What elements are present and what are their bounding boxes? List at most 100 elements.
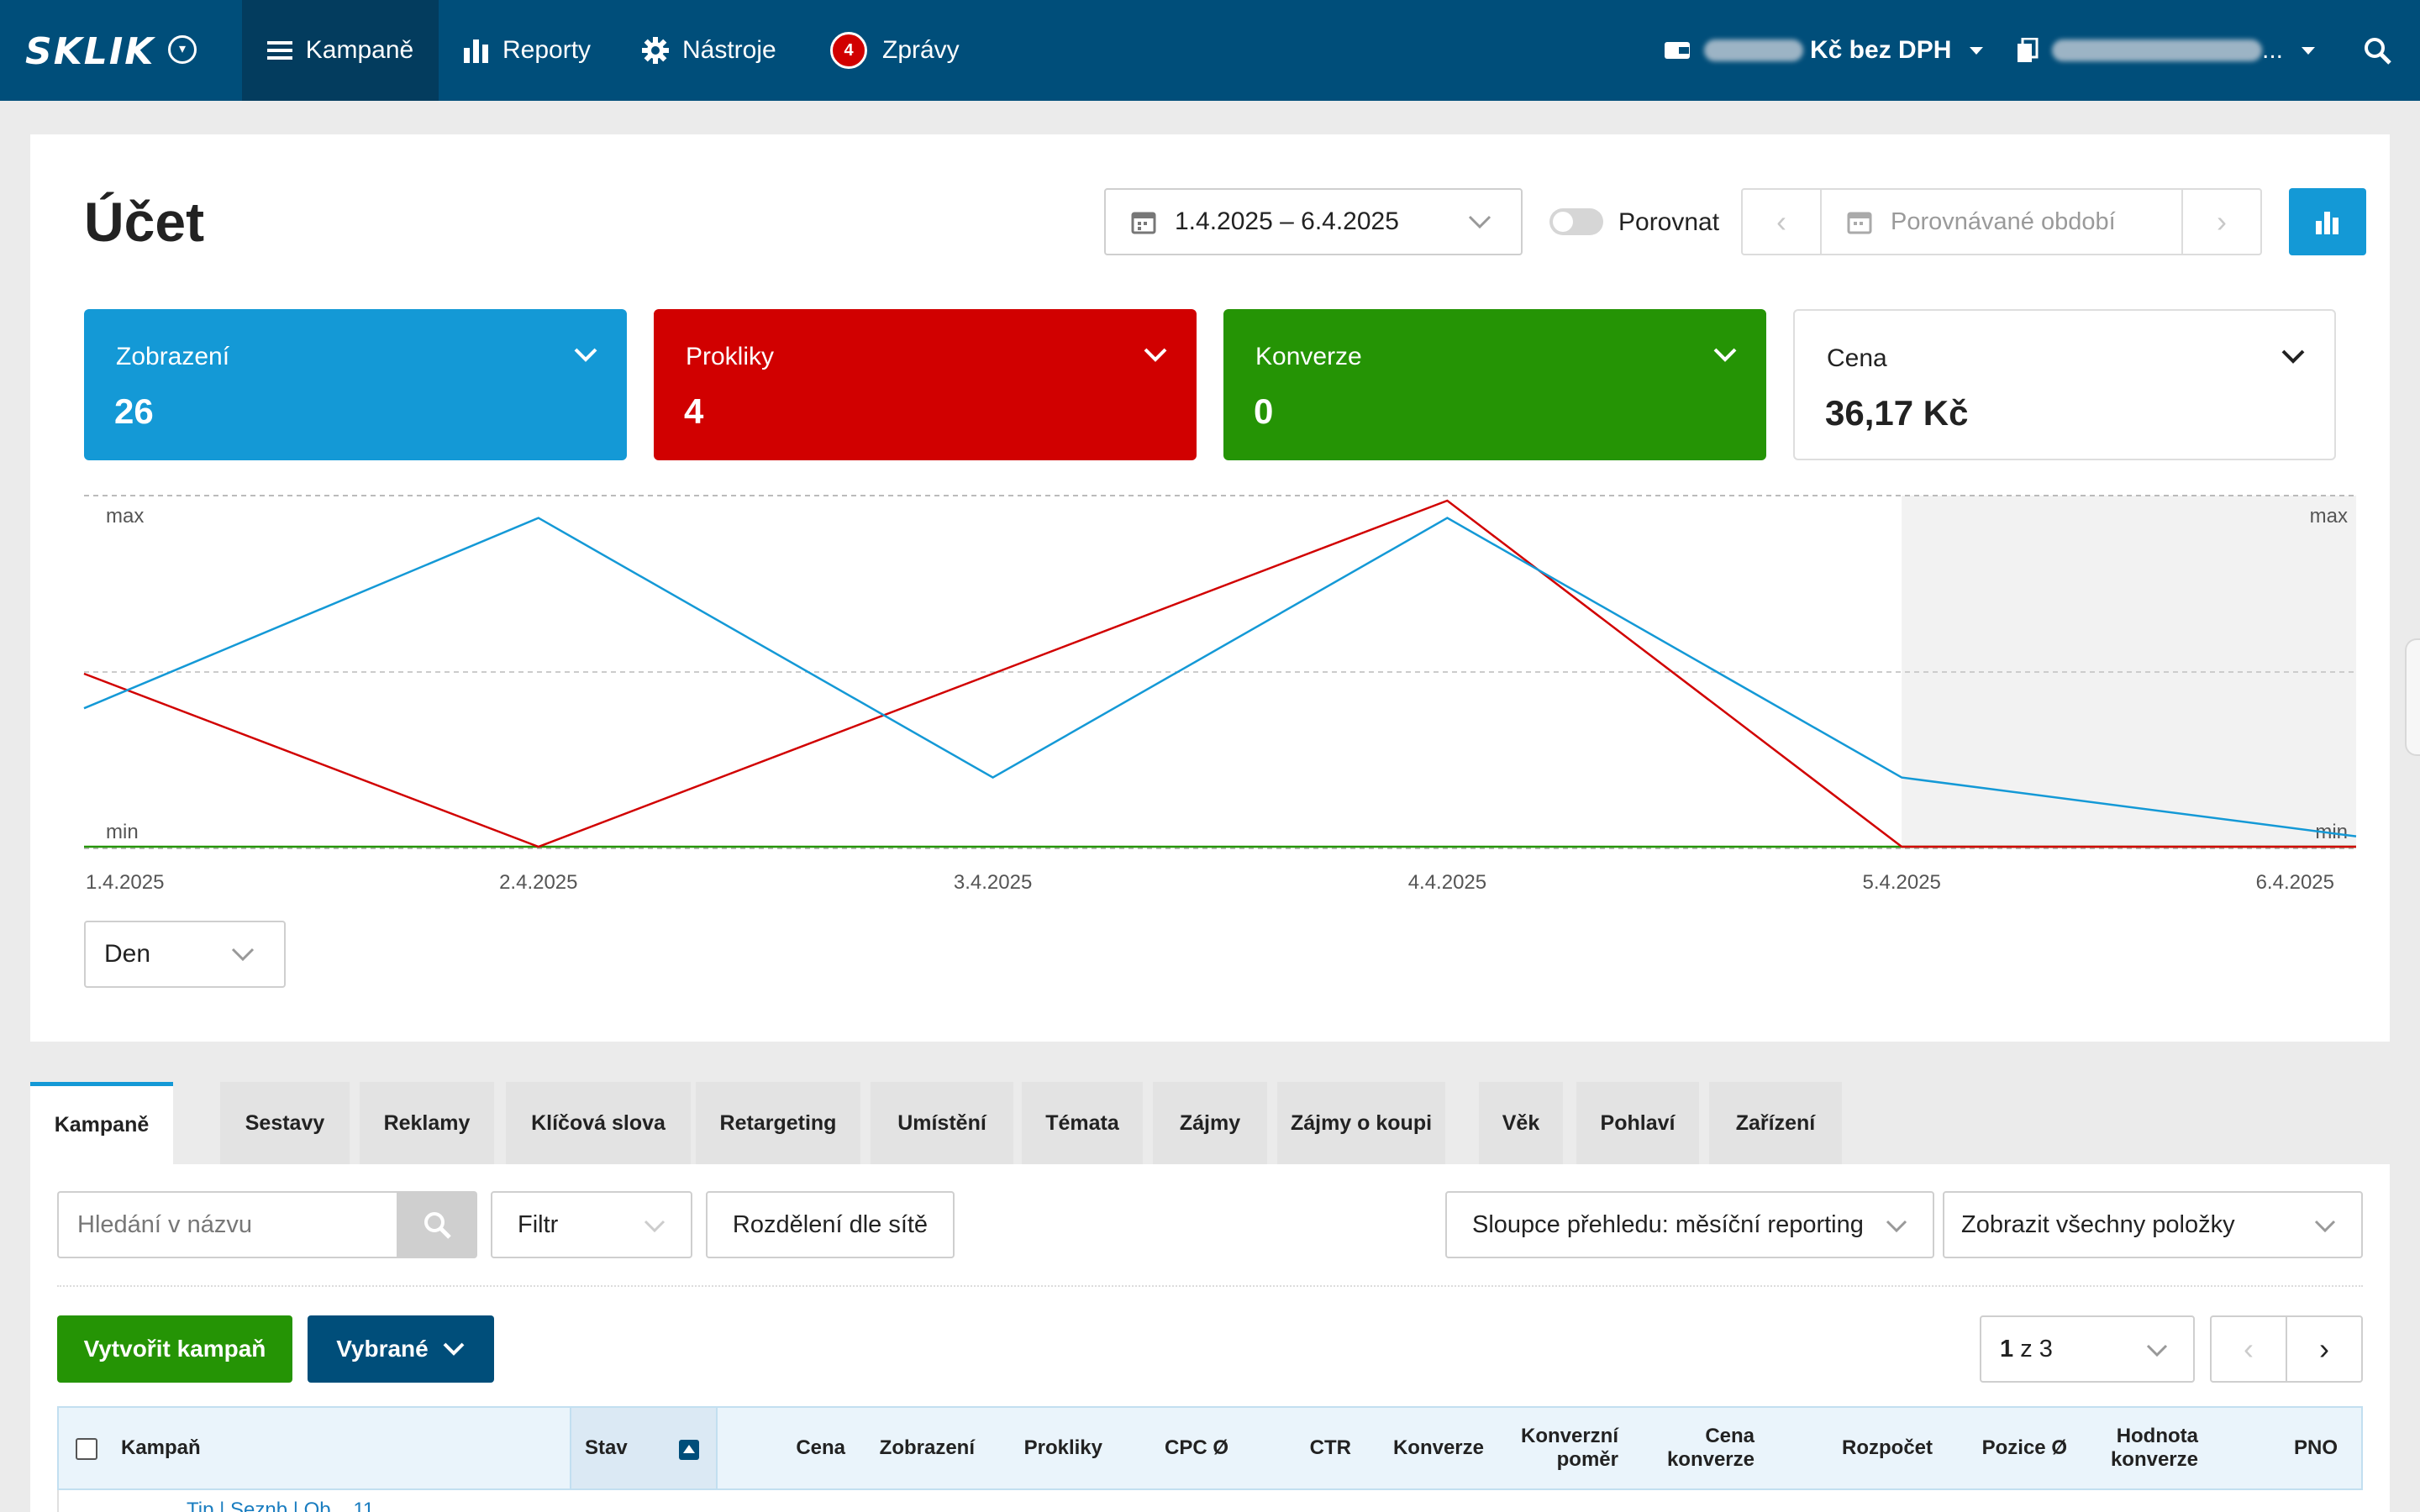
col-zobrazeni[interactable]: Zobrazení	[879, 1436, 975, 1459]
campaigns-panel: Hledání v názvu Filtr Rozdělení dle sítě…	[30, 1164, 2390, 1512]
metric-card-zobrazeni[interactable]: Zobrazení 26	[84, 309, 627, 460]
tab-zarizeni[interactable]: Zařízení	[1709, 1082, 1842, 1164]
nav-reporty[interactable]: Reporty	[464, 0, 591, 101]
credit-balance[interactable]: Kč bez DPH	[1664, 0, 1984, 101]
hamburger-icon	[266, 39, 292, 61]
col-pozice[interactable]: Pozice Ø	[1981, 1436, 2067, 1459]
wallet-icon	[1664, 39, 1691, 61]
chart-toggle-button[interactable]	[2289, 188, 2366, 255]
calendar-icon	[1131, 212, 1156, 234]
messages-count-badge: 4	[830, 32, 867, 69]
col-ctr[interactable]: CTR	[1309, 1436, 1351, 1459]
metric-card-prokliky[interactable]: Prokliky 4	[654, 309, 1197, 460]
compare-period-placeholder: Porovnávané období	[1891, 207, 2116, 235]
granularity-value: Den	[104, 940, 151, 968]
nav-zpravy[interactable]: 4 Zprávy	[830, 0, 960, 101]
compare-toggle[interactable]	[1549, 208, 1603, 235]
selected-actions-button[interactable]: Vybrané	[308, 1315, 494, 1383]
metric-value: 26	[114, 391, 154, 431]
col-cena[interactable]: Cena	[796, 1436, 845, 1459]
next-page-button[interactable]: ›	[2287, 1317, 2361, 1381]
chevron-right-icon: ›	[2319, 1331, 2329, 1366]
col-pno[interactable]: PNO	[2294, 1436, 2338, 1459]
page-select[interactable]: 1 z 3	[1980, 1315, 2195, 1383]
chevron-left-icon: ‹	[1776, 204, 1786, 239]
tab-reklamy[interactable]: Reklamy	[360, 1082, 494, 1164]
tab-temata[interactable]: Témata	[1022, 1082, 1143, 1164]
y-max-label-left: max	[106, 505, 144, 528]
search-button[interactable]	[2363, 0, 2391, 101]
col-rozpocet[interactable]: Rozpočet	[1842, 1436, 1933, 1459]
tab-zajmy-o-koupi[interactable]: Zájmy o koupi	[1277, 1082, 1445, 1164]
compare-period-field[interactable]: Porovnávané období	[1820, 190, 2183, 254]
chevron-down-icon	[1713, 348, 1737, 362]
tab-kampane[interactable]: Kampaně	[30, 1082, 173, 1164]
tab-sestavy[interactable]: Sestavy	[220, 1082, 350, 1164]
chevron-down-icon	[1886, 1220, 1907, 1233]
nav-nastroje[interactable]: Nástroje	[642, 0, 776, 101]
granularity-select[interactable]: Den	[84, 921, 286, 988]
nav-kampane-label: Kampaně	[305, 36, 414, 64]
copy-icon	[2017, 38, 2039, 63]
tab-klicova-slova[interactable]: Klíčová slova	[506, 1082, 691, 1164]
col-cpc[interactable]: CPC Ø	[1164, 1436, 1228, 1459]
chevron-down-icon	[1144, 348, 1167, 362]
toolbar-divider	[57, 1285, 2363, 1287]
prev-page-button[interactable]: ‹	[2212, 1317, 2287, 1381]
x-tick-label: 3.4.2025	[954, 871, 1032, 894]
nav-nastroje-label: Nástroje	[682, 36, 776, 64]
page-total: z 3	[2020, 1335, 2053, 1362]
metric-value: 0	[1254, 391, 1274, 431]
col-hodnota-konverze[interactable]: Hodnota konverze	[2110, 1425, 2198, 1471]
y-min-label-left: min	[106, 821, 139, 843]
col-prokliky[interactable]: Prokliky	[1023, 1436, 1102, 1459]
columns-preset-label: Sloupce přehledu: měsíční reporting	[1472, 1210, 1864, 1238]
account-switcher[interactable]: ...	[2017, 0, 2316, 101]
top-navbar: SKLIK ▾ Kampaně Reporty Nástroje 4 Zpráv…	[0, 0, 2420, 101]
prev-period-button[interactable]: ‹	[1743, 190, 1820, 254]
product-switch-icon[interactable]: ▾	[168, 35, 197, 64]
show-items-select[interactable]: Zobrazit všechny položky	[1943, 1191, 2363, 1258]
date-range-value: 1.4.2025 – 6.4.2025	[1175, 207, 1399, 235]
campaign-search-input[interactable]: Hledání v názvu	[57, 1191, 398, 1258]
select-all-checkbox[interactable]	[76, 1438, 97, 1460]
sort-asc-icon[interactable]	[679, 1440, 699, 1460]
chevron-down-icon	[231, 948, 255, 962]
page-title: Účet	[84, 191, 205, 253]
campaigns-table-header: Kampaň Stav Cena Zobrazení Prokliky CPC …	[57, 1406, 2363, 1490]
col-kampan[interactable]: Kampaň	[121, 1436, 201, 1459]
col-stav[interactable]: Stav	[585, 1436, 628, 1459]
x-tick-label: 2.4.2025	[499, 871, 577, 894]
credit-suffix: Kč bez DPH	[1810, 36, 1952, 64]
x-tick-label: 1.4.2025	[86, 871, 164, 894]
col-konverze[interactable]: Konverze	[1392, 1436, 1484, 1459]
tab-pohlavi[interactable]: Pohlaví	[1576, 1082, 1699, 1164]
tab-retargeting[interactable]: Retargeting	[696, 1082, 860, 1164]
filter-select[interactable]: Filtr	[491, 1191, 692, 1258]
x-tick-label: 5.4.2025	[1862, 871, 1940, 894]
tab-zajmy[interactable]: Zájmy	[1153, 1082, 1267, 1164]
chevron-down-icon	[443, 1342, 465, 1356]
chevron-down-icon	[2281, 349, 2305, 364]
sklik-logo[interactable]: SKLIK	[25, 30, 155, 73]
metric-card-cena[interactable]: Cena 36,17 Kč	[1793, 309, 2336, 460]
next-period-button[interactable]: ›	[2183, 190, 2260, 254]
nav-kampane[interactable]: Kampaně	[242, 0, 439, 101]
metric-card-konverze[interactable]: Konverze 0	[1223, 309, 1766, 460]
side-panel-handle[interactable]	[2405, 638, 2420, 756]
tab-umisteni[interactable]: Umístění	[871, 1082, 1013, 1164]
x-tick-label: 6.4.2025	[2256, 871, 2334, 894]
tab-vek[interactable]: Věk	[1479, 1082, 1563, 1164]
split-by-network-button[interactable]: Rozdělení dle sítě	[706, 1191, 955, 1258]
series-line-0	[83, 517, 2357, 837]
col-konverzni-pomer[interactable]: Konverzní poměr	[1520, 1425, 1618, 1471]
search-submit-button[interactable]	[397, 1191, 477, 1258]
account-overview-card: Účet 1.4.2025 – 6.4.2025 Porovnat ‹ Poro…	[30, 134, 2390, 1042]
date-range-picker[interactable]: 1.4.2025 – 6.4.2025	[1104, 188, 1523, 255]
create-campaign-button[interactable]: Vytvořit kampaň	[57, 1315, 292, 1383]
y-max-label-right: max	[2310, 505, 2348, 528]
col-cena-konverze[interactable]: Cena konverze	[1666, 1425, 1754, 1471]
table-row	[57, 1490, 2363, 1512]
columns-preset-select[interactable]: Sloupce přehledu: měsíční reporting	[1445, 1191, 1934, 1258]
campaign-name-link[interactable]: Tip | Seznb | Ob... 11	[187, 1499, 375, 1512]
